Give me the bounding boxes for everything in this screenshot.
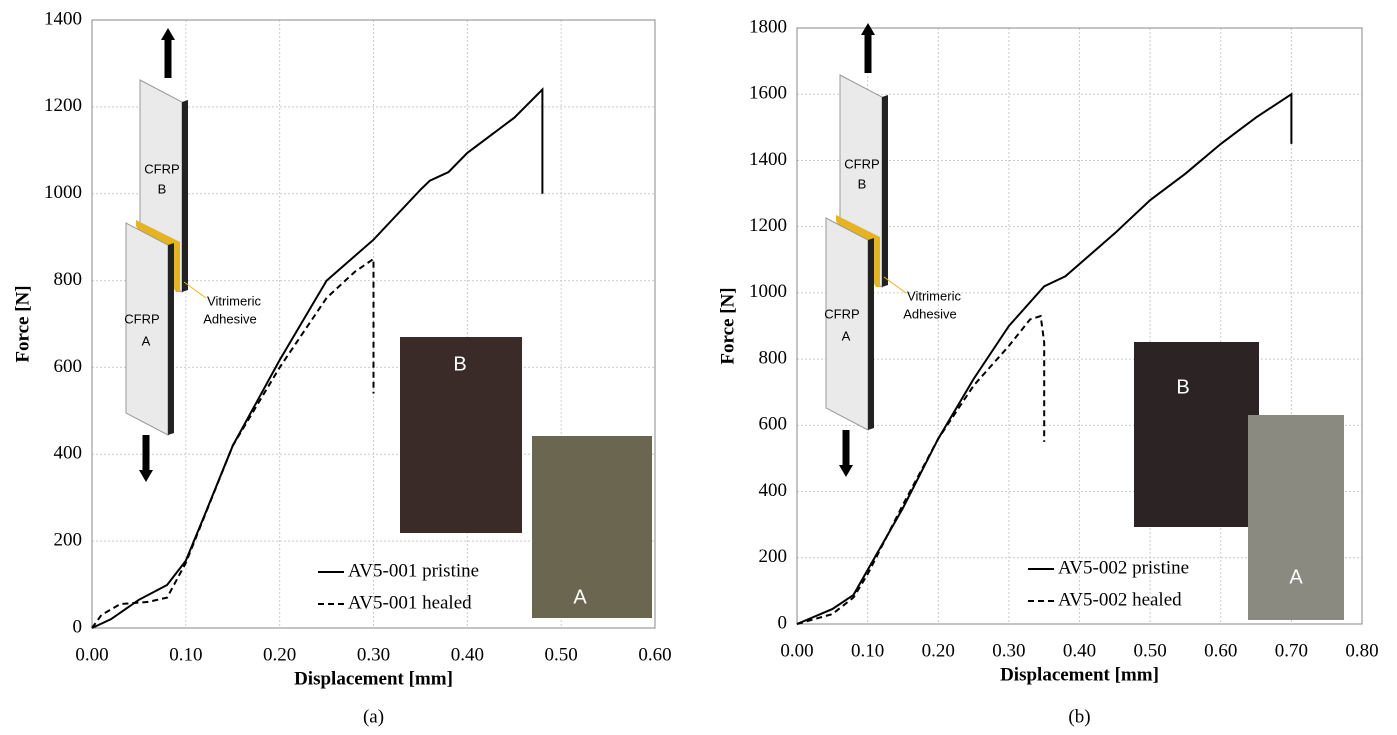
annotation: A — [1289, 566, 1303, 588]
annotation: B — [453, 353, 466, 375]
arrow-head — [861, 23, 875, 35]
annotation: A — [842, 328, 851, 343]
x-tick-label: 0.30 — [357, 644, 390, 665]
y-tick-label: 600 — [54, 356, 83, 377]
x-tick-label: 0.60 — [1204, 640, 1237, 661]
y-tick-label: 1200 — [749, 215, 787, 236]
photo — [1248, 415, 1344, 620]
x-tick-label: 0.70 — [1275, 640, 1308, 661]
series-line — [91, 256, 375, 629]
leader — [183, 281, 207, 299]
annotation: B — [158, 181, 167, 196]
y-tick-label: 200 — [54, 530, 83, 551]
leader — [883, 276, 907, 294]
x-tick-label: 0.50 — [545, 644, 578, 665]
annotation: CFRP — [824, 306, 859, 321]
x-tick-label: 0.00 — [780, 640, 813, 661]
x-tick-label: 0.40 — [451, 644, 484, 665]
plate-a — [825, 217, 869, 431]
arrow-head — [139, 470, 153, 482]
panel-label: (a) — [363, 706, 384, 727]
series-line — [796, 314, 1046, 625]
x-tick-label: 0.10 — [851, 640, 884, 661]
x-tick-label: 0.30 — [992, 640, 1025, 661]
y-tick-label: 1400 — [44, 8, 82, 29]
annotation: Adhesive — [203, 311, 256, 326]
legend-label: AV5-001 healed — [348, 592, 472, 613]
y-tick-label: 800 — [54, 269, 83, 290]
panel-label: (b) — [1068, 706, 1090, 727]
y-tick-label: 400 — [54, 443, 83, 464]
x-tick-label: 0.80 — [1345, 640, 1378, 661]
annotation: Vitrimeric — [207, 293, 261, 308]
series-line — [796, 92, 1293, 625]
y-axis-label: Force [N] — [12, 285, 33, 362]
legend-label: AV5-001 pristine — [348, 560, 479, 581]
photo — [532, 436, 652, 618]
plate-a — [125, 222, 169, 436]
y-tick-label: 1000 — [749, 281, 787, 302]
arrow-head — [839, 465, 853, 477]
x-tick-label: 0.20 — [263, 644, 296, 665]
plot-frame — [796, 27, 1363, 625]
x-tick-label: 0.10 — [169, 644, 202, 665]
y-tick-label: 0 — [73, 616, 83, 637]
x-axis-label: Displacement [mm] — [1000, 664, 1159, 685]
x-tick-label: 0.60 — [638, 644, 671, 665]
y-tick-label: 200 — [759, 546, 788, 567]
y-tick-label: 1000 — [44, 182, 82, 203]
x-tick-label: 0.20 — [922, 640, 955, 661]
legend-label: AV5-002 healed — [1058, 589, 1182, 610]
y-tick-label: 800 — [759, 347, 788, 368]
plate-a-edge — [868, 238, 874, 430]
legend-label: AV5-002 pristine — [1058, 557, 1189, 578]
annotation: B — [858, 176, 867, 191]
arrow-head — [161, 28, 175, 40]
annotation: CFRP — [124, 311, 159, 326]
x-tick-label: 0.00 — [75, 644, 108, 665]
annotation: Adhesive — [903, 306, 956, 321]
y-tick-label: 1200 — [44, 95, 82, 116]
y-tick-label: 0 — [778, 612, 788, 633]
annotation: CFRP — [144, 161, 179, 176]
plate-b-edge — [882, 95, 888, 287]
x-axis-label: Displacement [mm] — [294, 668, 453, 689]
x-tick-label: 0.40 — [1063, 640, 1096, 661]
series-line — [91, 87, 544, 629]
annotation: Vitrimeric — [907, 288, 961, 303]
annotation: A — [142, 333, 151, 348]
photo — [1134, 342, 1259, 527]
annotation: B — [1176, 376, 1189, 398]
photo — [400, 337, 522, 533]
y-axis-label: Force [N] — [717, 287, 738, 364]
plate-b-edge — [182, 100, 188, 292]
y-tick-label: 1400 — [749, 149, 787, 170]
plot-frame — [91, 19, 656, 629]
y-tick-label: 600 — [759, 414, 788, 435]
y-tick-label: 400 — [759, 480, 788, 501]
y-tick-label: 1600 — [749, 83, 787, 104]
y-tick-label: 1800 — [749, 16, 787, 37]
plate-a-edge — [168, 243, 174, 435]
x-tick-label: 0.50 — [1134, 640, 1167, 661]
annotation: CFRP — [844, 156, 879, 171]
annotation: A — [573, 586, 587, 608]
